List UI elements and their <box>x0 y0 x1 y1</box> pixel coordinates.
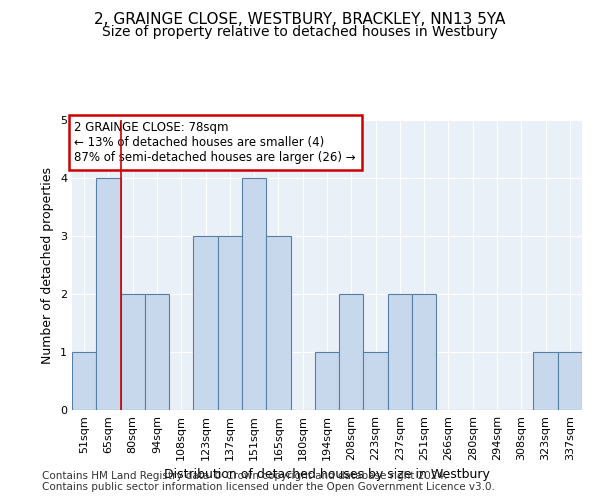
Text: 2 GRAINGE CLOSE: 78sqm
← 13% of detached houses are smaller (4)
87% of semi-deta: 2 GRAINGE CLOSE: 78sqm ← 13% of detached… <box>74 121 356 164</box>
Bar <box>315 352 339 410</box>
Y-axis label: Number of detached properties: Number of detached properties <box>41 166 55 364</box>
Bar <box>364 352 388 410</box>
Bar <box>121 294 145 410</box>
Bar <box>558 352 582 410</box>
X-axis label: Distribution of detached houses by size in Westbury: Distribution of detached houses by size … <box>164 468 490 481</box>
Text: 2, GRAINGE CLOSE, WESTBURY, BRACKLEY, NN13 5YA: 2, GRAINGE CLOSE, WESTBURY, BRACKLEY, NN… <box>94 12 506 28</box>
Bar <box>412 294 436 410</box>
Bar <box>339 294 364 410</box>
Bar <box>218 236 242 410</box>
Bar <box>72 352 96 410</box>
Text: Contains HM Land Registry data © Crown copyright and database right 2024.
Contai: Contains HM Land Registry data © Crown c… <box>42 471 495 492</box>
Bar <box>242 178 266 410</box>
Bar <box>533 352 558 410</box>
Bar <box>145 294 169 410</box>
Bar <box>193 236 218 410</box>
Text: Size of property relative to detached houses in Westbury: Size of property relative to detached ho… <box>102 25 498 39</box>
Bar <box>96 178 121 410</box>
Bar <box>266 236 290 410</box>
Bar <box>388 294 412 410</box>
